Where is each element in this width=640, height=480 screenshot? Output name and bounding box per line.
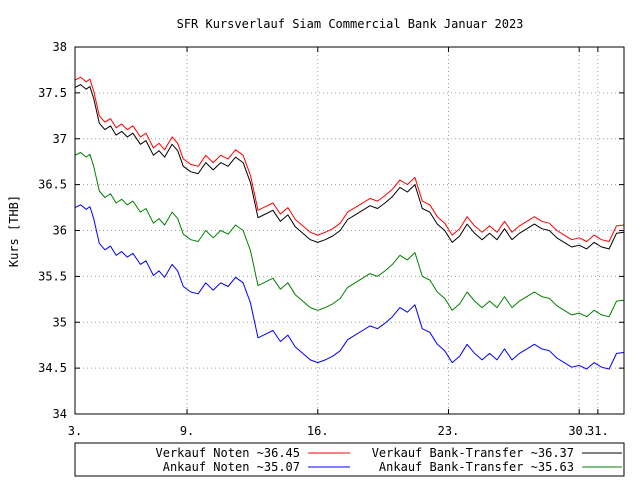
series-line-ankauf-bank-transfer [74, 152, 625, 318]
legend-label-ankauf-noten: Ankauf Noten ~35.07 [163, 460, 300, 474]
x-tick-label: 3. [68, 424, 82, 438]
series-line-verkauf-noten [74, 76, 625, 242]
x-tick-label: 30. [568, 424, 590, 438]
x-tick-label: 31. [587, 424, 609, 438]
legend: Verkauf Noten ~36.45 Verkauf Bank-Transf… [74, 442, 625, 477]
y-tick-label: 34.5 [38, 361, 67, 375]
axis-ticks: 34 34.5 35 35.5 36 36.5 37 37.5 38 3. 9. 16. 23. 30.3… [38, 40, 624, 438]
legend-label-ankauf-bank-transfer: Ankauf Bank-Transfer ~35.63 [379, 460, 574, 474]
legend-label-verkauf-noten: Verkauf Noten ~36.45 [156, 446, 301, 460]
y-tick-label: 37.5 [38, 86, 67, 100]
legend-box [74, 442, 625, 477]
series-line-ankauf-noten [74, 204, 625, 370]
y-axis-label: Kurs [THB] [7, 195, 21, 267]
y-tick-label: 36.5 [38, 178, 67, 192]
x-tick-label: 16. [307, 424, 329, 438]
grid-lines [75, 47, 624, 414]
y-tick-label: 38 [53, 40, 67, 54]
y-tick-label: 35.5 [38, 269, 67, 283]
y-tick-label: 34 [53, 407, 67, 421]
y-tick-label: 35 [53, 315, 67, 329]
chart-title: SFR Kursverlauf Siam Commercial Bank Jan… [177, 17, 524, 31]
y-tick-label: 36 [53, 224, 67, 238]
series-line-verkauf-bank-transfer [74, 84, 625, 250]
series-lines [74, 76, 625, 370]
x-tick-label: 23. [438, 424, 460, 438]
legend-label-verkauf-bank-transfer: Verkauf Bank-Transfer ~36.37 [372, 446, 574, 460]
y-tick-label: 37 [53, 132, 67, 146]
plot-frame [74, 46, 625, 415]
x-tick-label: 9. [180, 424, 194, 438]
